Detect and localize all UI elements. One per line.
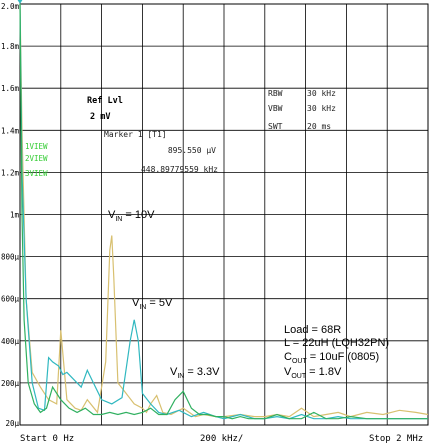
trace-label-2: 2VIEW xyxy=(25,154,48,163)
swt-label: SWT xyxy=(268,122,283,131)
rbw-value: 30 kHz xyxy=(307,89,336,98)
trace-label-1: 1VIEW xyxy=(25,142,48,151)
x-center-label: 200 kHz/ xyxy=(200,434,243,444)
x-start-label: Start 0 Hz xyxy=(20,434,74,444)
vin-5-text: VIN = 5V xyxy=(132,297,173,311)
y-tick-label: 1.4m xyxy=(1,126,20,135)
condition-cout: COUT = 10uF (0805) xyxy=(284,351,379,365)
condition-inductor: L = 22uH (LQH32PN) xyxy=(284,337,389,349)
y-tick-label: 600μ xyxy=(1,295,20,304)
marker-readout: Marker 1 [T1] 895.550 μV 448.89779559 kH… xyxy=(104,130,218,174)
marker-1-icon xyxy=(17,0,23,4)
trace-label-3: 3VIEW xyxy=(25,169,48,178)
y-tick-label: 1.2m xyxy=(1,168,20,177)
marker-label: Marker 1 [T1] xyxy=(104,130,167,139)
ref-level: Ref Lvl 2 mV xyxy=(87,96,123,122)
analyzer-settings: RBW 30 kHz VBW 30 kHz SWT 20 ms xyxy=(268,89,336,131)
marker-amplitude: 895.550 μV xyxy=(168,146,216,155)
y-tick-label: 1.8m xyxy=(1,42,20,51)
vbw-value: 30 kHz xyxy=(307,104,336,113)
y-tick-label: 800μ xyxy=(1,253,20,262)
rbw-label: RBW xyxy=(268,89,283,98)
y-tick-label: 1.6m xyxy=(1,84,20,93)
conditions-annotation: Load = 68R L = 22uH (LQH32PN) COUT = 10u… xyxy=(284,324,389,380)
condition-vout: VOUT = 1.8V xyxy=(284,366,342,380)
y-tick-label: 400μ xyxy=(1,337,20,346)
swt-value: 20 ms xyxy=(307,122,331,131)
y-tick-label: 1m xyxy=(10,211,20,220)
y-tick-label: 20μ xyxy=(5,419,19,428)
vin-10-annotation: VIN = 10V xyxy=(108,209,155,223)
x-stop-label: Stop 2 MHz xyxy=(369,434,423,444)
vin-10-text: VIN = 10V xyxy=(108,209,155,223)
trace-labels: 1VIEW 2VIEW 3VIEW xyxy=(25,142,48,178)
ref-level-label: Ref Lvl xyxy=(87,96,123,106)
traces xyxy=(17,0,429,420)
series-line-5v xyxy=(19,3,428,420)
vin-33-text: VIN = 3.3V xyxy=(170,366,220,380)
y-tick-label: 2.0m xyxy=(1,2,20,11)
vin-5-annotation: VIN = 5V xyxy=(132,297,173,311)
condition-load: Load = 68R xyxy=(284,324,341,336)
marker-frequency: 448.89779559 kHz xyxy=(141,165,218,174)
ref-level-value: 2 mV xyxy=(90,112,110,122)
y-tick-label: 200μ xyxy=(1,379,20,388)
y-tick-labels: 2.0m 1.8m 1.6m 1.4m 1.2m 1m 800μ 600μ 400μ 200μ 20… xyxy=(1,2,20,428)
vbw-label: VBW xyxy=(268,104,283,113)
series-line-3-3v xyxy=(19,3,428,420)
vin-33-annotation: VIN = 3.3V xyxy=(170,366,220,380)
grid xyxy=(19,3,429,426)
